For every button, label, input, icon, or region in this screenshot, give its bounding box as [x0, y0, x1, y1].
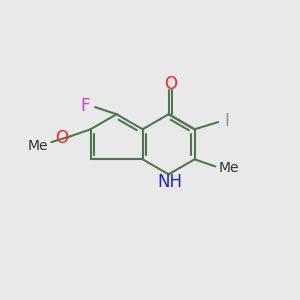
Text: NH: NH	[157, 173, 182, 191]
Text: I: I	[224, 112, 229, 130]
Text: O: O	[55, 129, 68, 147]
Text: Me: Me	[28, 139, 49, 153]
Text: Me: Me	[219, 161, 239, 175]
Text: F: F	[80, 97, 90, 115]
Text: O: O	[164, 75, 177, 93]
